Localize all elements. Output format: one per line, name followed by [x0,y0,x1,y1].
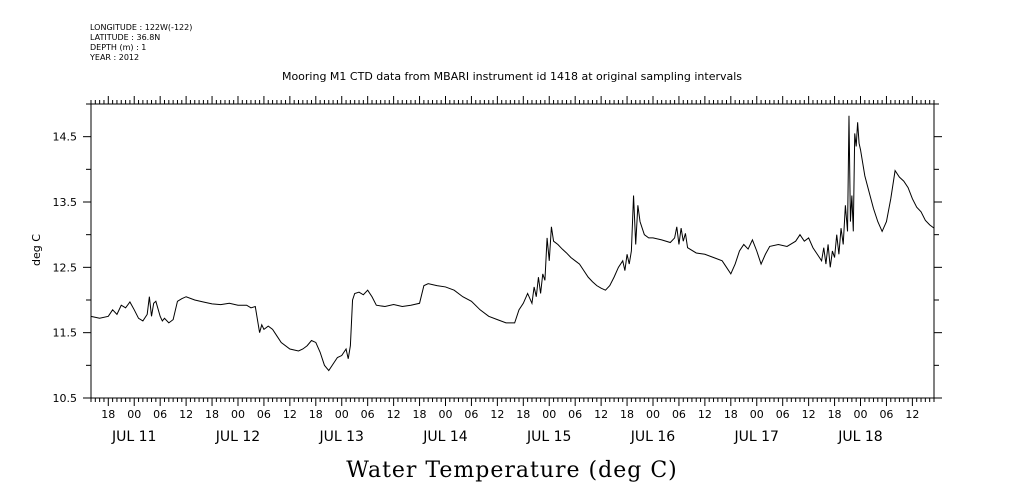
x-hour-label: 00 [438,408,452,421]
meta-depth: DEPTH (m) : 1 [90,43,146,52]
x-day-label: JUL 18 [837,429,882,445]
x-hour-label: 00 [127,408,141,421]
y-axis-title: deg C [30,234,43,266]
x-hour-label: 06 [879,408,893,421]
meta-year: YEAR : 2012 [89,53,139,62]
x-hour-label: 12 [594,408,608,421]
x-hour-label: 06 [257,408,271,421]
plot-frame [90,103,935,399]
x-hour-label: 12 [698,408,712,421]
x-hour-label: 00 [542,408,556,421]
x-hour-label: 12 [802,408,816,421]
y-tick-label: 11.5 [53,327,78,340]
x-hour-label: 12 [905,408,919,421]
x-hour-label: 00 [750,408,764,421]
x-hour-label: 00 [854,408,868,421]
x-day-labels: JUL 11 JUL 12 JUL 13 JUL 14 JUL 15 JUL 16 JUL … [111,429,883,445]
x-hour-label: 06 [776,408,790,421]
x-hour-label: 18 [309,408,323,421]
x-tick-labels: 18 00 06 12 18 00 06 12 18 00 06 12 18 00 06 12 18 00 06 12… [101,408,919,421]
x-hour-label: 18 [724,408,738,421]
x-hour-label: 12 [283,408,297,421]
x-hour-label: 12 [179,408,193,421]
x-day-label: JUL 12 [215,429,260,445]
x-hour-label: 18 [413,408,427,421]
x-hour-label: 06 [464,408,478,421]
x-day-label: JUL 13 [319,429,364,445]
x-hour-label: 18 [620,408,634,421]
x-day-label: JUL 14 [422,429,468,445]
metadata-block: LONGITUDE : 122W(-122) LATITUDE : 36.8N … [89,23,192,62]
x-hour-label: 00 [335,408,349,421]
x-hour-label: 06 [153,408,167,421]
x-hour-label: 12 [490,408,504,421]
x-day-label: JUL 17 [734,429,779,445]
water-temperature-line [90,115,935,372]
y-tick-label: 12.5 [53,261,78,274]
x-day-label: JUL 15 [526,429,571,445]
x-hour-label: 18 [828,408,842,421]
x-axis-title: Water Temperature (deg C) [346,458,678,483]
x-hour-label: 06 [361,408,375,421]
y-tick-label: 14.5 [53,131,78,144]
x-day-label: JUL 11 [111,429,156,445]
x-day-label: JUL 16 [630,429,676,445]
x-hour-label: 00 [646,408,660,421]
x-hour-label: 12 [387,408,401,421]
chart-title: Mooring M1 CTD data from MBARI instrumen… [282,70,742,83]
y-tick-labels: 10.5 11.5 12.5 13.5 14.5 [53,131,78,405]
x-hour-label: 00 [231,408,245,421]
meta-latitude: LATITUDE : 36.8N [90,33,160,42]
x-hour-label: 06 [568,408,582,421]
x-hour-label: 06 [672,408,686,421]
y-tick-label: 10.5 [53,392,78,405]
meta-longitude: LONGITUDE : 122W(-122) [90,23,192,32]
x-hour-label: 18 [205,408,219,421]
x-hour-label: 18 [516,408,530,421]
x-hour-label: 18 [101,408,115,421]
y-tick-label: 13.5 [53,196,78,209]
axis-ticks [83,96,942,406]
